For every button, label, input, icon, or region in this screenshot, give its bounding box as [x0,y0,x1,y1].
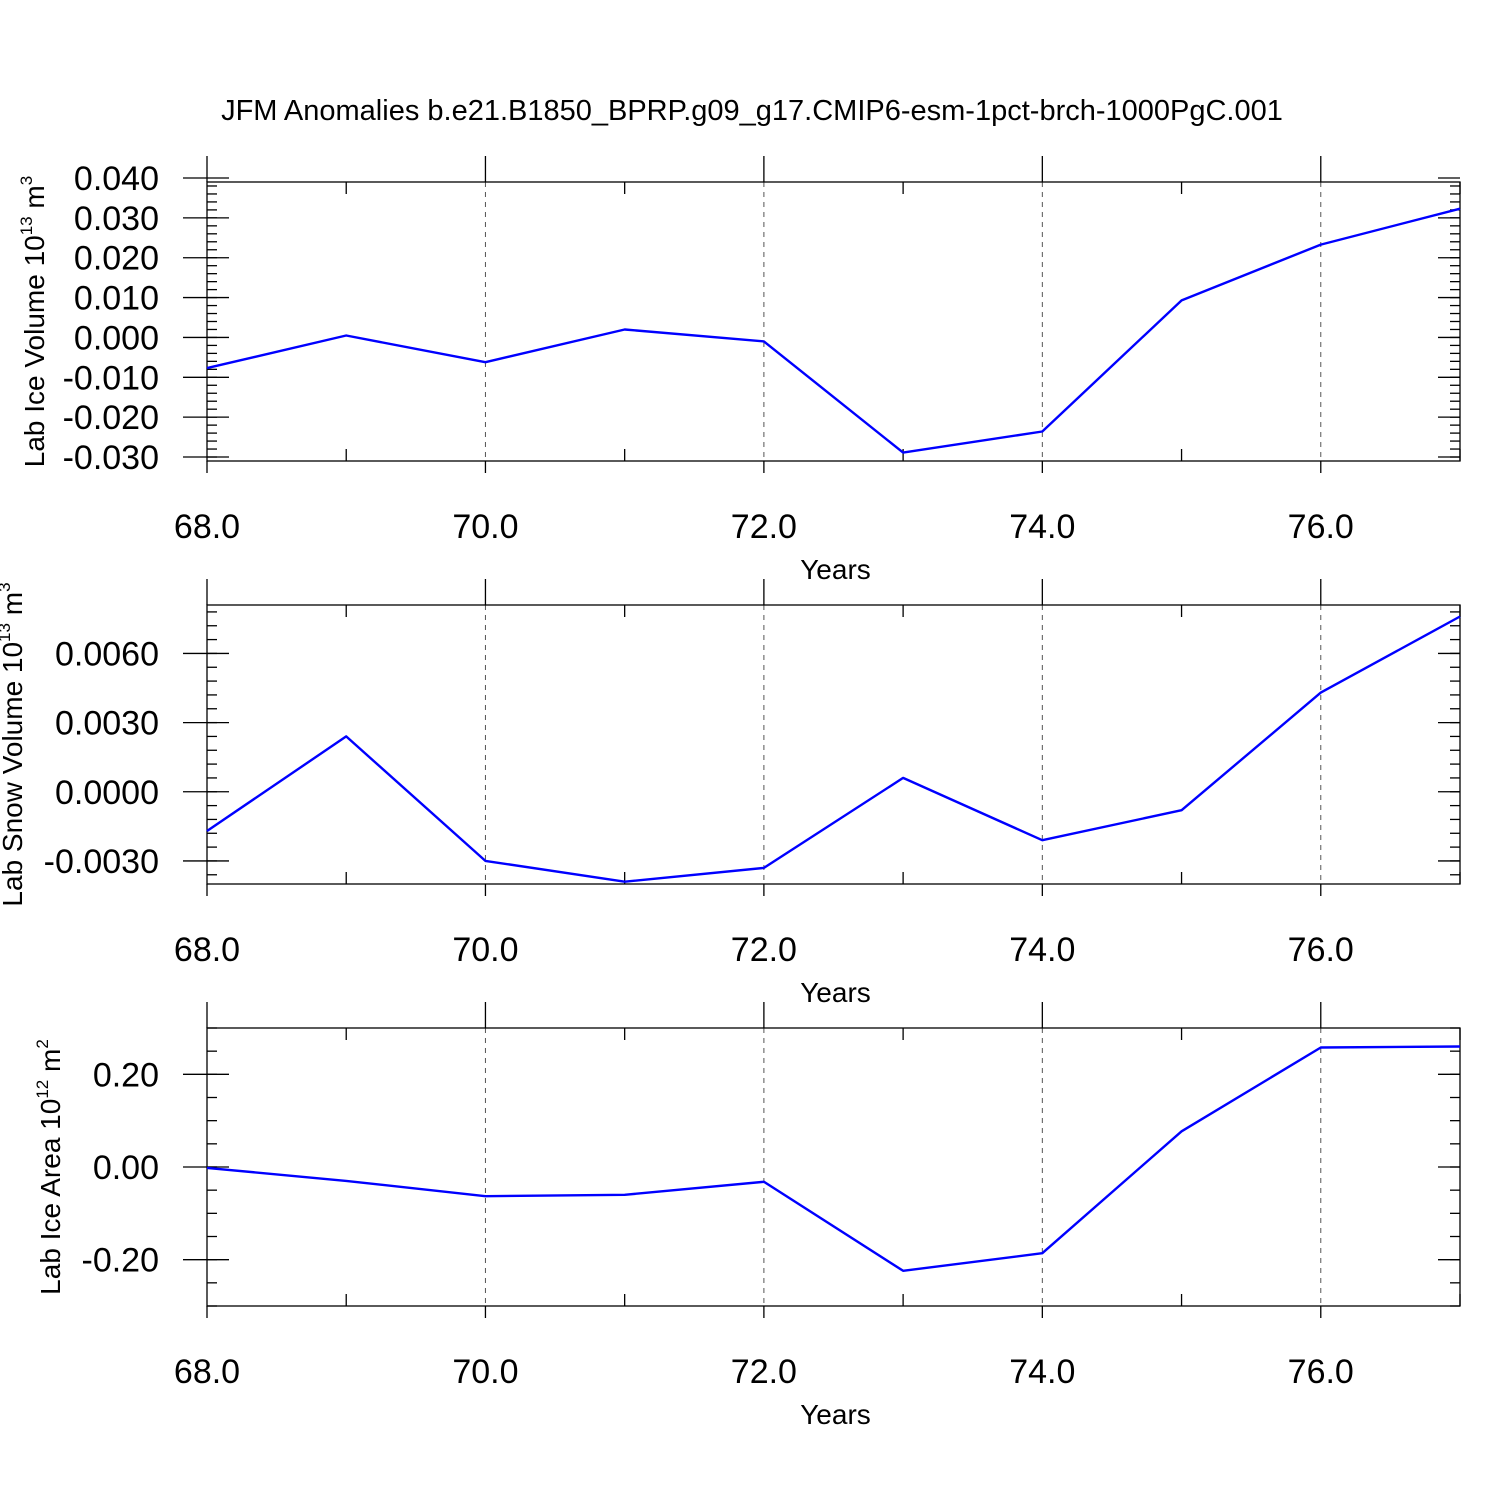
panel-2: -0.0030 0.0000 0.0030 0.0060 68.0 70.0 72.0 74.… [0,579,1461,1008]
y-axis-title-superscript: 13 [17,216,36,235]
y-axis-title-part: m [35,1049,66,1080]
y-tick-label: 0.040 [74,160,159,198]
y-tick-label: 0.030 [74,200,159,238]
y-tick-label: 0.010 [74,280,159,318]
x-tick-label: 76.0 [1288,508,1354,546]
y-axis-title-superscript: 2 [33,1039,52,1048]
plot-frame [206,604,1461,885]
y-axis-title-superscript: 3 [17,176,36,185]
y-tick-label: -0.010 [63,359,159,397]
y-axis-title: Lab Snow Volume 1013 m3 [0,582,28,906]
y-tick-label: -0.0030 [44,843,159,881]
y-tick-label: -0.020 [63,399,159,437]
x-tick-label: 68.0 [174,931,240,969]
y-tick-label: -0.030 [63,439,159,477]
series-line [206,207,1461,454]
chart-title: JFM Anomalies b.e21.B1850_BPRP.g09_g17.C… [221,95,1283,127]
y-tick-label: 0.20 [93,1056,159,1094]
x-tick-label: 70.0 [452,1353,518,1391]
x-tick-label: 74.0 [1009,931,1075,969]
x-tick-label: 74.0 [1009,1353,1075,1391]
y-tick-label: 0.020 [74,240,159,278]
panel-3: -0.20 0.00 0.20 68.0 70.0 72.0 74.0 76.0 Years La… [33,1002,1461,1430]
y-tick-label: 0.0030 [55,705,159,743]
y-axis-title-part: Lab Ice Volume 10 [19,235,50,467]
y-axis-title-part: Lab Snow Volume 10 [0,642,28,907]
y-tick-label: 0.000 [74,319,159,357]
series-line [206,1045,1461,1273]
y-tick-label: 0.00 [93,1149,159,1187]
x-tick-label: 70.0 [452,931,518,969]
y-axis-title-superscript: 3 [0,582,14,591]
y-axis-title-part: Lab Ice Area 10 [35,1099,66,1295]
x-tick-label: 72.0 [731,931,797,969]
y-axis-title-superscript: 12 [33,1080,52,1099]
series-line [206,615,1461,883]
x-axis-title: Years [800,977,871,1008]
plot-frame [206,1027,1461,1307]
x-tick-label: 68.0 [174,1353,240,1391]
y-axis-title: Lab Ice Area 1012 m2 [33,1039,66,1295]
x-tick-label: 76.0 [1288,931,1354,969]
y-axis-title: Lab Ice Volume 1013 m3 [17,176,50,467]
x-tick-label: 74.0 [1009,508,1075,546]
y-axis-title-part: m [0,592,28,623]
panel-1: -0.030-0.020-0.0100.0000.0100.0200.0300.… [17,156,1461,585]
x-tick-label: 70.0 [452,508,518,546]
y-axis-title-superscript: 13 [0,623,14,642]
x-axis-title: Years [800,1399,871,1430]
x-axis-title: Years [800,554,871,585]
x-tick-label: 68.0 [174,508,240,546]
x-tick-label: 72.0 [731,1353,797,1391]
x-tick-label: 72.0 [731,508,797,546]
x-tick-label: 76.0 [1288,1353,1354,1391]
y-tick-label: 0.0060 [55,635,159,673]
y-tick-label: 0.0000 [55,774,159,812]
y-tick-label: -0.20 [82,1242,160,1280]
plot-frame [206,181,1461,462]
y-axis-title-part: m [19,185,50,216]
